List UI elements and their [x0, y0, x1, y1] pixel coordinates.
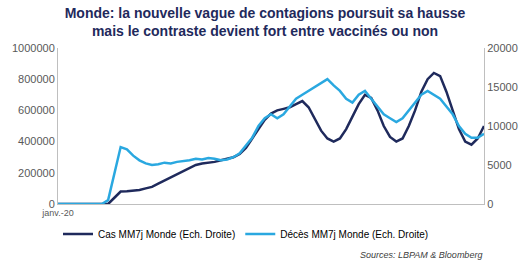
svg-text:Sources: LBPAM & Bloomberg: Sources: LBPAM & Bloomberg	[360, 250, 482, 260]
svg-text:0: 0	[49, 198, 55, 210]
svg-text:10000: 10000	[487, 120, 518, 132]
svg-text:Décès MM7j Monde (Ech. Droite): Décès MM7j Monde (Ech. Droite)	[280, 229, 428, 240]
svg-text:Monde: la nouvelle vague de co: Monde: la nouvelle vague de contagions p…	[65, 5, 466, 39]
svg-text:5000: 5000	[487, 159, 511, 171]
svg-text:200000: 200000	[18, 167, 55, 179]
svg-text:0: 0	[487, 198, 493, 210]
svg-text:400000: 400000	[18, 135, 55, 147]
svg-text:800000: 800000	[18, 73, 55, 85]
svg-text:15000: 15000	[487, 81, 518, 93]
svg-text:20000: 20000	[487, 42, 518, 54]
svg-text:1000000: 1000000	[12, 42, 55, 54]
svg-text:Cas MM7j Monde (Ech. Droite): Cas MM7j Monde (Ech. Droite)	[98, 229, 235, 240]
svg-text:600000: 600000	[18, 104, 55, 116]
svg-text:janv.-20: janv.-20	[41, 208, 73, 218]
